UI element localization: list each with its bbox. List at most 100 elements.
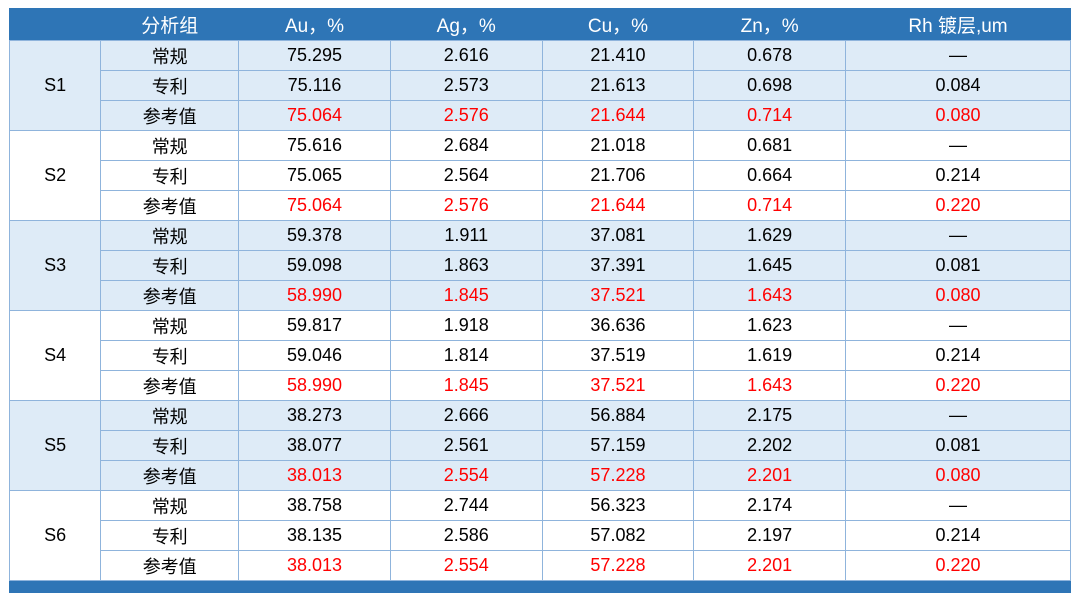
value-cell: — — [845, 220, 1071, 251]
table-row: S5 常规 38.273 2.666 56.884 2.175— — [8, 400, 1071, 491]
value-cell: 59.378 — [238, 220, 391, 251]
value-cell: — — [845, 490, 1071, 521]
value-cell: 1.629 — [693, 220, 847, 251]
table-row: S6 常规 38.758 2.744 56.323 2.174— — [8, 490, 1071, 581]
value-cell: 0.084 — [845, 70, 1071, 101]
analysis-type-cell: 专利 — [100, 160, 240, 191]
analysis-type-cell: 常规 — [100, 130, 240, 161]
value-cell: 75.295 — [238, 40, 391, 71]
analysis-type-cell: 专利 — [100, 340, 240, 371]
analysis-type-cell: 常规 — [100, 490, 240, 521]
value-cell: 2.197 — [693, 520, 847, 551]
value-cell: 57.082 — [541, 520, 695, 551]
value-cell: 2.554 — [389, 550, 543, 581]
analysis-type-cell: 专利 — [100, 250, 240, 281]
value-cell: 0.081 — [845, 250, 1071, 281]
analysis-type-cell: 专利 — [100, 70, 240, 101]
analysis-type-cell: 参考值 — [100, 280, 240, 311]
sample-label: S2 — [8, 130, 102, 221]
value-cell: 2.554 — [389, 460, 543, 491]
table-row: 参考值 58.990 1.845 37.521 1.643 0.080 — [10, 280, 1071, 311]
table-row: 参考值 38.013 2.554 57.228 2.201 0.080 — [10, 460, 1071, 491]
value-cell: 21.644 — [541, 100, 695, 131]
value-cell: 21.410 — [541, 40, 695, 71]
value-cell: 21.613 — [541, 70, 695, 101]
value-cell: 57.228 — [541, 550, 695, 581]
value-cell: 1.645 — [693, 250, 847, 281]
value-cell: 0.080 — [845, 460, 1071, 491]
value-cell: 2.573 — [389, 70, 543, 101]
column-header-cu: Cu，% — [541, 8, 695, 41]
value-cell: 0.714 — [693, 100, 847, 131]
table-row: 专利 75.065 2.564 21.706 0.664 0.214 — [10, 160, 1071, 191]
table-row: S2 常规 75.616 2.684 21.018 0.681— — [8, 130, 1071, 221]
table-row: 参考值 38.013 2.554 57.228 2.201 0.220 — [10, 550, 1071, 581]
analysis-results-table: 分析组 Au，% Ag，% Cu，% Zn，% Rh 镀层,um S1 常规 75.… — [8, 8, 1071, 593]
value-cell: — — [845, 400, 1071, 431]
value-cell: 0.080 — [845, 100, 1071, 131]
value-cell: 0.678 — [693, 40, 847, 71]
value-cell: 2.684 — [389, 130, 543, 161]
analysis-type-cell: 参考值 — [100, 460, 240, 491]
value-cell: 1.814 — [389, 340, 543, 371]
value-cell: — — [845, 40, 1071, 71]
value-cell: — — [845, 130, 1071, 161]
value-cell: 75.064 — [238, 100, 391, 131]
value-cell: 38.077 — [238, 430, 391, 461]
analysis-type-cell: 常规 — [100, 220, 240, 251]
value-cell: 1.911 — [389, 220, 543, 251]
value-cell: 58.990 — [238, 280, 391, 311]
value-cell: 59.817 — [238, 310, 391, 341]
analysis-type-cell: 常规 — [100, 40, 240, 71]
value-cell: 57.228 — [541, 460, 695, 491]
footer-bar-strip — [9, 580, 1071, 593]
value-cell: 2.174 — [693, 490, 847, 521]
value-cell: 57.159 — [541, 430, 695, 461]
value-cell: 38.013 — [238, 550, 391, 581]
table-row: 参考值 75.064 2.576 21.644 0.714 0.080 — [10, 100, 1071, 131]
value-cell: 2.586 — [389, 520, 543, 551]
value-cell: 0.220 — [845, 370, 1071, 401]
table-row: 专利 38.077 2.561 57.159 2.202 0.081 — [10, 430, 1071, 461]
value-cell: 2.576 — [389, 100, 543, 131]
value-cell: 21.018 — [541, 130, 695, 161]
value-cell: 2.175 — [693, 400, 847, 431]
value-cell: 37.081 — [541, 220, 695, 251]
value-cell: 56.884 — [541, 400, 695, 431]
value-cell: 2.202 — [693, 430, 847, 461]
column-header-rh-coating: Rh 镀层,um — [845, 8, 1071, 41]
value-cell: 0.714 — [693, 190, 847, 221]
column-header-zn: Zn，% — [693, 8, 847, 41]
table-row: 专利 75.116 2.573 21.613 0.698 0.084 — [10, 70, 1071, 101]
value-cell: 1.643 — [693, 370, 847, 401]
value-cell: 21.706 — [541, 160, 695, 191]
table-row: 专利 59.098 1.863 37.391 1.645 0.081 — [10, 250, 1071, 281]
sample-label: S6 — [8, 490, 102, 581]
table-row: 参考值 58.990 1.845 37.521 1.643 0.220 — [10, 370, 1071, 401]
value-cell: 59.046 — [238, 340, 391, 371]
analysis-type-cell: 常规 — [100, 310, 240, 341]
value-cell: 2.744 — [389, 490, 543, 521]
value-cell: 1.643 — [693, 280, 847, 311]
sample-label: S4 — [8, 310, 102, 401]
table-row: 专利 59.046 1.814 37.519 1.619 0.214 — [10, 340, 1071, 371]
value-cell: 2.561 — [389, 430, 543, 461]
table-row: S1 常规 75.295 2.616 21.410 0.678— — [8, 40, 1071, 131]
analysis-type-cell: 参考值 — [100, 370, 240, 401]
value-cell: 0.220 — [845, 190, 1071, 221]
table-row: S3 常规 59.378 1.911 37.081 1.629— — [8, 220, 1071, 311]
value-cell: 59.098 — [238, 250, 391, 281]
sample-label: S1 — [8, 40, 102, 131]
value-cell: 1.623 — [693, 310, 847, 341]
analysis-type-cell: 参考值 — [100, 190, 240, 221]
value-cell: 2.616 — [389, 40, 543, 71]
value-cell: 0.664 — [693, 160, 847, 191]
table-body: S1 常规 75.295 2.616 21.410 0.678— 专利 75.116 2.573… — [8, 40, 1071, 581]
table-row: S4 常规 59.817 1.918 36.636 1.623— — [8, 310, 1071, 401]
value-cell: 58.990 — [238, 370, 391, 401]
value-cell: 0.214 — [845, 340, 1071, 371]
value-cell: 75.065 — [238, 160, 391, 191]
value-cell: 38.758 — [238, 490, 391, 521]
column-header-ag: Ag，% — [389, 8, 543, 41]
sample-label: S5 — [8, 400, 102, 491]
